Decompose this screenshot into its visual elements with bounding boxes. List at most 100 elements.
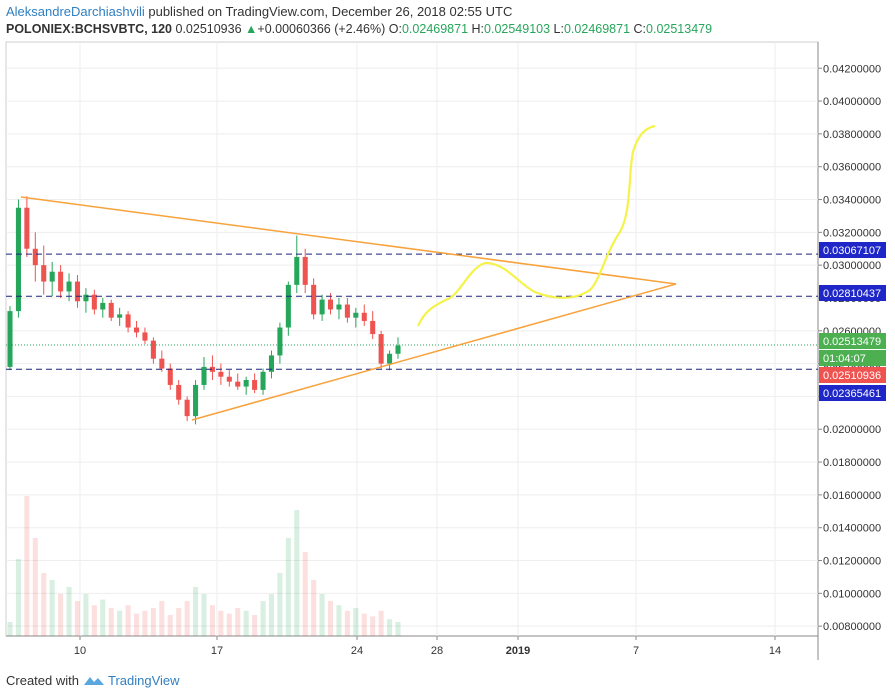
candle [15, 199, 21, 318]
time-axis[interactable]: 10 17 24 28 2019 7 14 [74, 636, 781, 657]
candle-body [49, 271, 55, 282]
candle [7, 306, 13, 371]
candle [133, 320, 140, 338]
grid [5, 41, 819, 660]
ohlc-legend: POLONIEX:BCHSVBTC, 120 0.02510936 ▲+0.00… [6, 22, 712, 36]
volume-bar [125, 605, 131, 636]
candles [7, 196, 401, 425]
candle-body [117, 314, 123, 318]
up-arrow-icon: ▲ [245, 22, 258, 36]
candle [387, 350, 393, 371]
candle-body [74, 281, 81, 302]
low-label: L: [553, 22, 564, 36]
candle-body [150, 340, 156, 359]
candle [302, 248, 308, 294]
volume-bar [378, 610, 384, 636]
triangle-trendline[interactable] [20, 196, 677, 421]
publish-info: AleksandreDarchiashvili published on Tra… [6, 4, 512, 19]
candle [336, 297, 342, 320]
x-tick-label: 28 [431, 645, 443, 657]
candle [184, 396, 190, 422]
candle-body [268, 355, 275, 372]
candle [32, 232, 38, 282]
volume-bar [209, 605, 215, 636]
volume-bar [260, 601, 266, 636]
volume-bar [24, 496, 30, 636]
x-tick-label: 7 [633, 645, 639, 657]
tradingview-link[interactable]: TradingView [108, 673, 180, 688]
candle [201, 357, 207, 390]
author-link[interactable]: AleksandreDarchiashvili [6, 4, 145, 19]
price-axis[interactable]: 0.00800000 0.01000000 0.01200000 0.01400000… [818, 63, 881, 633]
symbol-label: POLONIEX:BCHSVBTC, 120 [6, 22, 173, 36]
candle [218, 363, 224, 385]
volume-bar [142, 610, 148, 636]
drawings [20, 124, 677, 421]
candle [209, 355, 215, 381]
volume-bar [235, 608, 241, 636]
projection-drawing[interactable] [416, 124, 656, 327]
x-tick-label: 10 [74, 645, 86, 657]
candle [83, 288, 89, 313]
high-value: 0.02549103 [484, 22, 551, 36]
published-text: published on TradingView.com, December 2… [148, 4, 513, 19]
close-label: C: [633, 22, 647, 36]
candle [226, 370, 232, 387]
candle-body [327, 299, 334, 310]
volume-bar [167, 615, 173, 636]
candle-body [209, 366, 215, 372]
candle-body [201, 366, 207, 385]
volume-bar [201, 594, 207, 636]
candle-body [243, 380, 249, 387]
candle [159, 350, 165, 372]
candle [285, 281, 291, 336]
candle-body [319, 299, 325, 315]
y-tick-label: 0.03400000 [823, 195, 881, 207]
candle [142, 327, 148, 344]
candle [268, 350, 275, 379]
volume-bar [108, 608, 114, 636]
candle-body [344, 304, 350, 318]
candle-body [41, 265, 47, 282]
open-label: O: [388, 22, 402, 36]
x-tick-label: 24 [351, 645, 363, 657]
candle [58, 265, 64, 298]
volume-bar [243, 610, 249, 636]
volume-bar [277, 573, 283, 636]
candle-body [100, 302, 106, 310]
price-label-text: 0.02365461 [823, 388, 881, 400]
candle-body [378, 334, 384, 364]
candle-body [108, 302, 114, 318]
candle [193, 380, 199, 425]
candle-body [260, 371, 266, 390]
candle [176, 380, 182, 405]
candle [235, 373, 241, 390]
low-value: 0.02469871 [563, 22, 631, 36]
horizontal-lines [6, 253, 818, 370]
volume-bar [353, 608, 359, 636]
candle [277, 322, 283, 364]
candle-body [184, 399, 190, 417]
volume-bar [117, 610, 123, 636]
volume-bar [252, 615, 258, 636]
candle [319, 294, 325, 321]
candle-body [142, 332, 148, 341]
price-label-text: 0.02513479 [823, 336, 881, 348]
x-tick-label: 14 [769, 645, 781, 657]
candle-body [302, 256, 308, 285]
price-label-text: 0.02810437 [823, 288, 881, 300]
volume-bar [32, 538, 38, 636]
volume-bar [49, 580, 55, 636]
price-label-box [819, 285, 886, 301]
candle [167, 363, 173, 390]
candle [66, 273, 72, 302]
volume-bars [7, 496, 401, 636]
volume-bar [74, 601, 81, 636]
y-tick-label: 0.04000000 [823, 96, 881, 108]
y-tick-label: 0.01800000 [823, 457, 881, 469]
x-tick-label: 17 [211, 645, 223, 657]
volume-bar [66, 587, 72, 636]
plot-border [5, 41, 819, 637]
volume-bar [7, 622, 13, 636]
